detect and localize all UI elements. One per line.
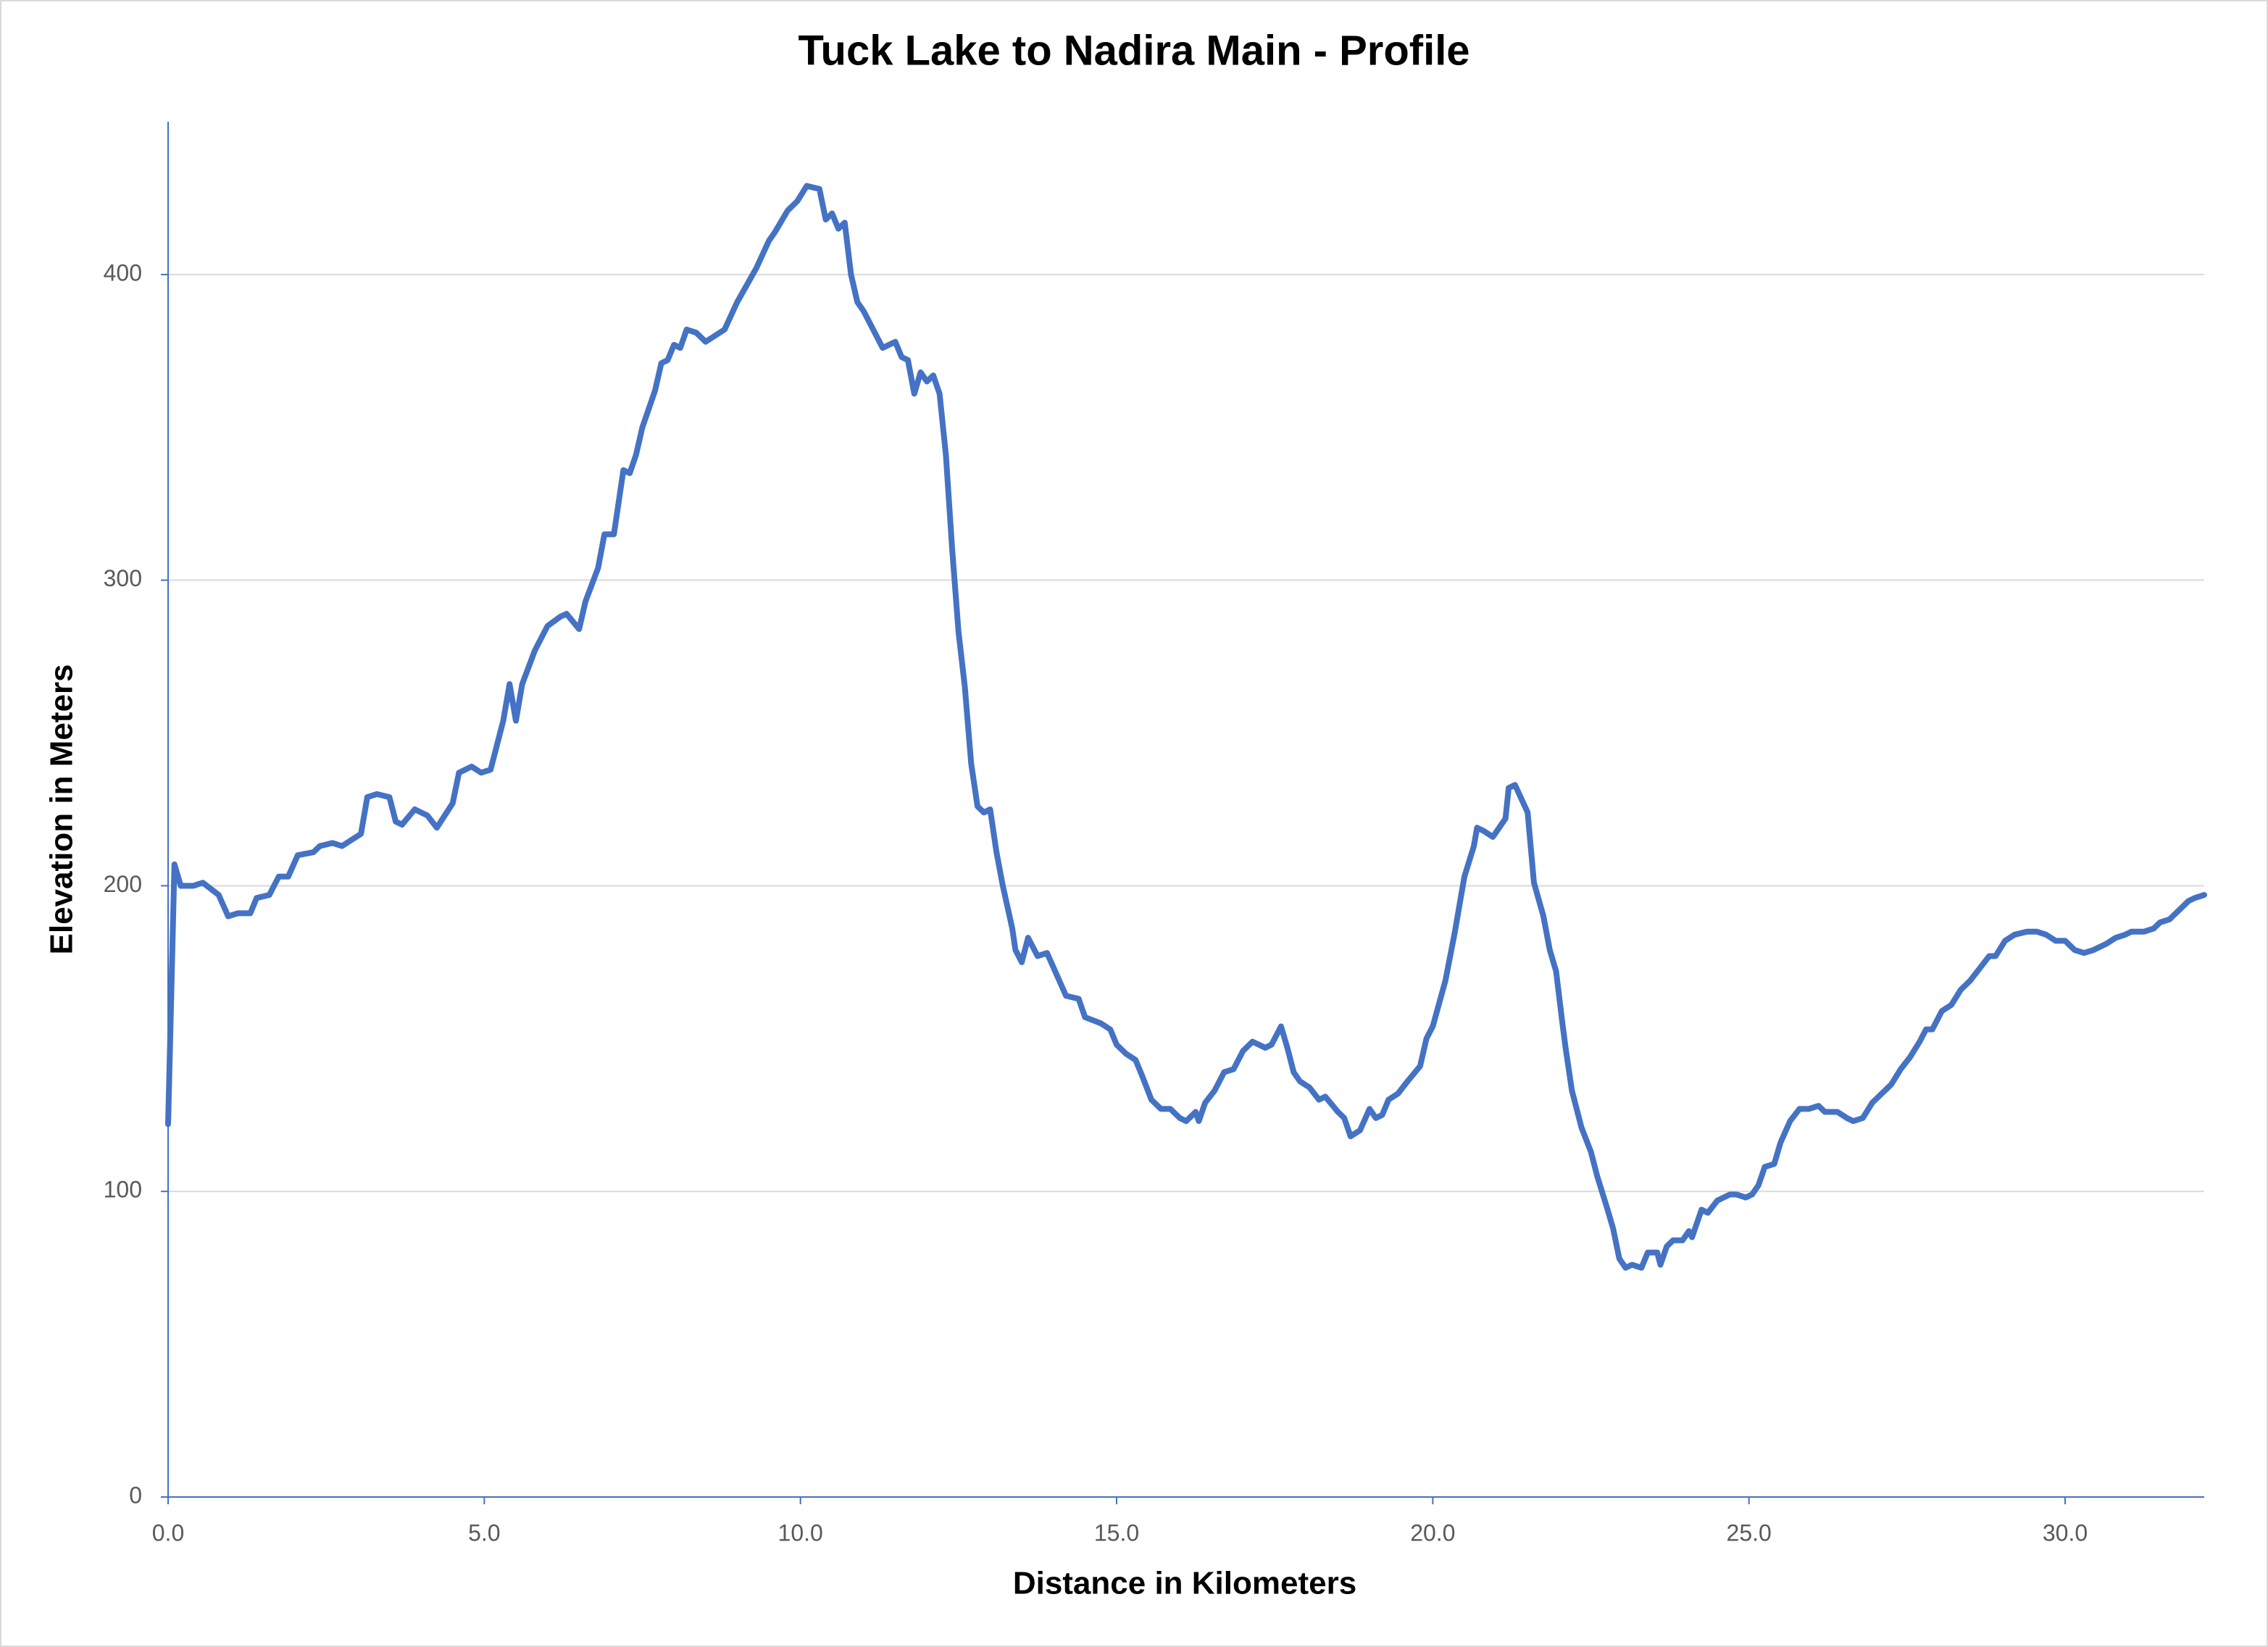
x-axis-title: Distance in Kilometers bbox=[1013, 1566, 1356, 1601]
y-tick-label: 400 bbox=[104, 259, 142, 285]
x-tick-label: 10.0 bbox=[778, 1519, 823, 1546]
y-axis-title: Elevation in Meters bbox=[44, 664, 80, 954]
x-tick-label: 15.0 bbox=[1094, 1519, 1139, 1546]
chart-title: Tuck Lake to Nadira Main - Profile bbox=[798, 27, 1469, 74]
x-tick-label: 20.0 bbox=[1410, 1519, 1455, 1546]
elevation-line bbox=[165, 183, 2207, 1271]
y-tick-label: 300 bbox=[104, 565, 142, 591]
x-tick-label: 30.0 bbox=[2043, 1519, 2088, 1546]
y-tick-label: 0 bbox=[129, 1482, 142, 1508]
y-tick-label: 100 bbox=[104, 1177, 142, 1203]
x-tick-label: 5.0 bbox=[468, 1519, 500, 1546]
y-tick-label: 200 bbox=[104, 871, 142, 897]
x-tick-label: 0.0 bbox=[152, 1519, 184, 1546]
x-tick-label: 25.0 bbox=[1727, 1519, 1772, 1546]
